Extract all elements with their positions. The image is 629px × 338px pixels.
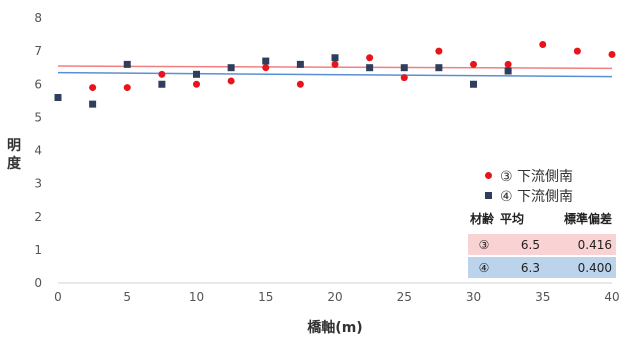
data-point-circle: [608, 50, 616, 58]
data-point-square: [158, 80, 166, 88]
x-axis-title: 橋軸(m): [307, 319, 362, 336]
data-point-circle: [193, 80, 200, 88]
x-tick-label: 20: [327, 290, 342, 304]
data-point-square: [366, 64, 374, 72]
y-axis-title: 明度: [7, 138, 22, 172]
stats-table-std: 0.400: [578, 261, 612, 275]
data-point-circle: [366, 54, 374, 62]
y-tick-label: 2: [34, 210, 42, 224]
stats-table-header: 平均: [500, 211, 524, 226]
data-point-circle: [227, 77, 235, 85]
x-tick-label: 10: [189, 290, 204, 304]
data-point-square: [504, 67, 512, 75]
stats-table-header: 材齢: [469, 211, 495, 226]
legend: ③ 下流側南 ④ 下流側南: [485, 169, 573, 205]
x-tick-label: 15: [258, 290, 273, 304]
data-point-circle: [262, 64, 270, 72]
legend-label: ④ 下流側南: [500, 189, 573, 205]
data-point-circle: [89, 84, 97, 92]
data-point-circle: [158, 70, 166, 78]
data-point-circle: [435, 47, 443, 55]
legend-label: ③ 下流側南: [500, 169, 573, 185]
x-tick-label: 35: [535, 290, 550, 304]
data-point-square: [193, 70, 200, 78]
legend-marker-square: [485, 192, 492, 199]
stats-table-header: 標準偏差: [564, 211, 612, 226]
stats-table-row-bg: [468, 257, 616, 278]
y-tick-label: 4: [34, 144, 42, 158]
data-point-square: [89, 100, 97, 108]
y-tick-label: 5: [34, 110, 42, 124]
y-tick-label: 3: [34, 177, 42, 191]
stats-table-row-label: ④: [479, 261, 490, 275]
data-point-circle: [539, 41, 547, 48]
x-tick-label: 40: [604, 290, 619, 304]
data-point-square: [470, 80, 477, 88]
stats-table-std: 0.416: [578, 238, 612, 252]
x-tick-label: 30: [466, 290, 481, 304]
data-point-square: [123, 60, 131, 68]
y-tick-label: 6: [34, 77, 42, 91]
data-point-square: [227, 64, 235, 72]
data-point-circle: [331, 60, 339, 68]
data-point-circle: [123, 84, 131, 92]
data-point-square: [54, 94, 62, 101]
y-tick-label: 0: [34, 276, 42, 290]
data-point-circle: [470, 60, 477, 68]
x-tick-label: 25: [397, 290, 412, 304]
data-point-square: [262, 57, 270, 65]
y-tick-label: 8: [34, 11, 42, 25]
stats-table-mean: 6.5: [521, 238, 540, 252]
data-point-circle: [573, 47, 581, 55]
data-point-square: [331, 54, 339, 62]
data-point-circle: [296, 80, 304, 88]
stats-table-mean: 6.3: [521, 261, 540, 275]
y-tick-labels: 0 1 2 3 4 5 6 7 8: [34, 11, 42, 290]
data-point-square: [435, 64, 443, 72]
x-tick-labels: 0 5 10 15 20 25 30 35 40: [54, 290, 619, 304]
stats-table-row-bg: [468, 234, 616, 255]
x-tick-label: 0: [54, 290, 62, 304]
data-point-square: [296, 60, 304, 68]
y-tick-label: 7: [34, 44, 42, 58]
x-tick-label: 5: [123, 290, 131, 304]
stats-table-row-label: ③: [479, 238, 490, 252]
data-points: [54, 41, 616, 108]
stats-table: 材齢 平均 標準偏差 ③ 6.5 0.416 ④ 6.3 0.400: [468, 211, 616, 278]
legend-marker-circle: [485, 172, 492, 179]
data-point-circle: [504, 60, 512, 68]
data-point-circle: [400, 74, 408, 82]
trend-line: [57, 71, 613, 78]
data-point-square: [400, 64, 408, 72]
y-tick-label: 1: [34, 243, 42, 257]
